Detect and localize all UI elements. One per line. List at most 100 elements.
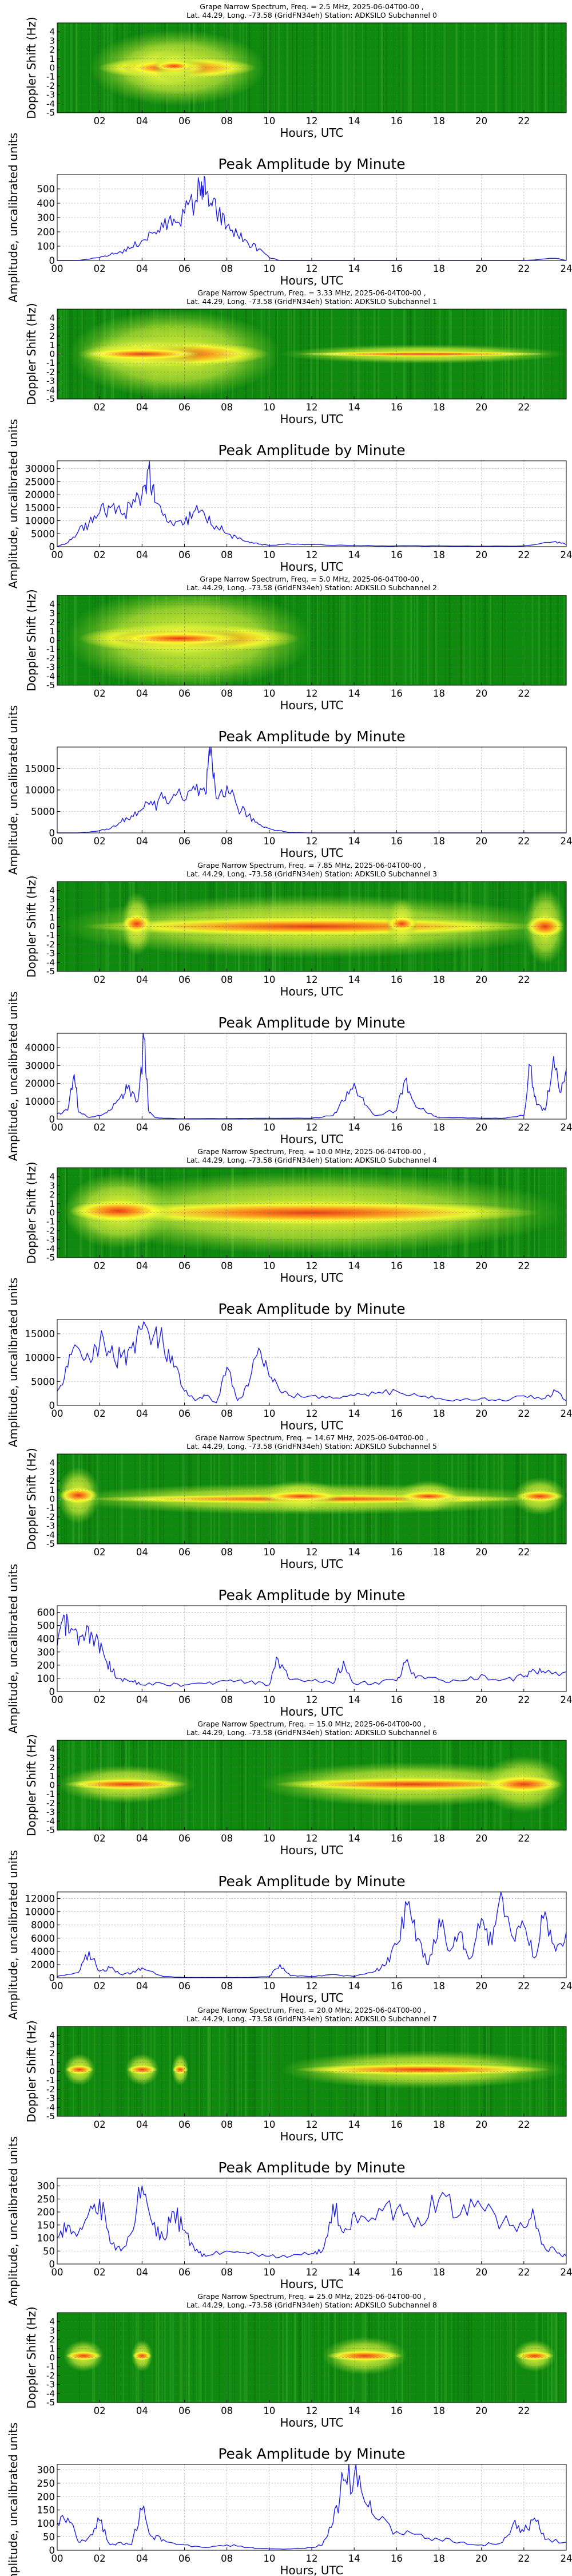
y-tick-label: 4 <box>49 886 55 896</box>
spectrogram-panel-6: Grape Narrow Spectrum, Freq. = 15.0 MHz,… <box>25 1720 567 1857</box>
x-tick-label: 06 <box>178 1408 190 1419</box>
y-axis-label: Doppler Shift (Hz) <box>25 303 38 405</box>
x-tick-label: 12 <box>306 2553 318 2564</box>
y-tick-label: 150 <box>37 2220 55 2231</box>
y-tick-label: 400 <box>37 1634 55 1645</box>
x-tick-label: 16 <box>391 2119 403 2130</box>
texture-streak <box>491 595 493 685</box>
amplitude-title: Peak Amplitude by Minute <box>218 442 405 459</box>
texture-streak <box>467 2313 470 2403</box>
texture-streak <box>292 23 293 113</box>
texture-streak <box>531 595 534 685</box>
y-tick-label: -3 <box>46 1235 55 1245</box>
spectrogram-image <box>57 1740 566 1830</box>
texture-streak <box>261 2026 264 2116</box>
amplitude-series-line <box>57 1321 567 1404</box>
x-tick-label: 02 <box>94 836 106 847</box>
x-tick-label: 10 <box>263 688 275 699</box>
y-tick-label: -4 <box>46 671 55 681</box>
texture-streak <box>446 23 449 113</box>
y-tick-label: -3 <box>46 949 55 959</box>
x-tick-label: 18 <box>433 2267 445 2278</box>
y-tick-label: -3 <box>46 90 55 100</box>
spectrogram-panel-5: Grape Narrow Spectrum, Freq. = 14.67 MHz… <box>25 1433 567 1571</box>
spectrogram-title: Grape Narrow Spectrum, Freq. = 15.0 MHz,… <box>197 1720 426 1728</box>
spectrogram-title: Grape Narrow Spectrum, Freq. = 3.33 MHz,… <box>197 289 426 297</box>
y-tick-label: 1 <box>49 1485 55 1495</box>
activity-core <box>122 915 152 933</box>
y-tick-label: -5 <box>46 966 55 977</box>
x-tick-label: 10 <box>263 1694 275 1705</box>
texture-streak <box>557 2313 559 2403</box>
x-tick-label: 08 <box>221 2267 233 2278</box>
y-tick-label: 300 <box>37 2464 55 2475</box>
y-axis-label: Doppler Shift (Hz) <box>25 589 38 691</box>
texture-streak <box>460 595 463 685</box>
x-tick-label: 00 <box>51 1122 63 1133</box>
x-tick-label: 02 <box>94 1547 106 1558</box>
x-tick-label: 12 <box>306 1122 318 1133</box>
texture-streak <box>210 2313 212 2403</box>
texture-streak <box>234 2026 236 2116</box>
texture-streak <box>550 595 552 685</box>
y-tick-label: 5000 <box>31 528 55 539</box>
texture-streak <box>296 23 298 113</box>
y-axis-label: Amplitude, uncalibrated units <box>6 705 20 875</box>
x-tick-label: 16 <box>391 2553 403 2564</box>
texture-streak <box>378 23 379 113</box>
texture-streak <box>255 1740 257 1830</box>
amplitude-panel-8: Peak Amplitude by Minute 0 50 100 150 200 250 3… <box>6 2423 572 2576</box>
texture-streak <box>251 1740 253 1830</box>
texture-streak <box>447 23 449 113</box>
texture-streak <box>233 2026 235 2116</box>
texture-streak <box>382 595 384 685</box>
texture-streak <box>62 309 63 399</box>
activity-core <box>172 2065 188 2075</box>
x-tick-label: 04 <box>136 1261 148 1271</box>
texture-streak <box>392 23 394 113</box>
texture-streak <box>516 23 517 113</box>
spectrogram-title: Grape Narrow Spectrum, Freq. = 5.0 MHz, … <box>200 575 424 583</box>
texture-streak <box>220 1740 223 1830</box>
y-tick-label: 0 <box>49 1686 55 1697</box>
texture-streak <box>460 2313 462 2403</box>
y-axis-label: Amplitude, uncalibrated units <box>6 1850 20 2020</box>
x-axis-label: Hours, UTC <box>280 274 344 287</box>
activity-core <box>326 2350 403 2361</box>
texture-streak <box>61 2026 64 2116</box>
x-tick-label: 10 <box>263 1981 275 1992</box>
x-tick-label: 20 <box>475 402 487 413</box>
y-tick-label: -1 <box>46 644 55 654</box>
x-tick-label: 00 <box>51 263 63 274</box>
y-tick-label: 20000 <box>25 1078 55 1089</box>
x-tick-label: 14 <box>348 974 360 985</box>
amplitude-title: Peak Amplitude by Minute <box>218 1301 405 1317</box>
x-tick-label: 12 <box>306 1694 318 1705</box>
x-tick-label: 24 <box>561 1981 572 1992</box>
texture-streak <box>200 2026 202 2116</box>
x-tick-label: 14 <box>348 550 360 560</box>
y-tick-label: 1 <box>49 1199 55 1209</box>
x-axis-label: Hours, UTC <box>280 698 344 712</box>
y-tick-label: 2 <box>49 2334 55 2345</box>
x-tick-label: 18 <box>433 974 445 985</box>
y-tick-label: 0 <box>49 255 55 266</box>
x-tick-label: 22 <box>518 2553 530 2564</box>
x-tick-label: 08 <box>221 263 233 274</box>
x-tick-label: 14 <box>348 2553 360 2564</box>
texture-streak <box>254 2026 256 2116</box>
x-tick-label: 12 <box>306 1261 318 1271</box>
texture-streak <box>381 23 383 113</box>
x-tick-label: 04 <box>136 550 148 560</box>
y-tick-label: 40000 <box>25 1042 55 1053</box>
texture-streak <box>285 2313 288 2403</box>
x-tick-label: 14 <box>348 1833 360 1844</box>
y-tick-label: -4 <box>46 1530 55 1540</box>
texture-streak <box>368 595 371 685</box>
texture-streak <box>556 2313 559 2403</box>
y-tick-label: 300 <box>37 2181 55 2192</box>
texture-streak <box>495 23 498 113</box>
y-tick-label: 0 <box>49 349 55 359</box>
texture-streak <box>210 2026 213 2116</box>
